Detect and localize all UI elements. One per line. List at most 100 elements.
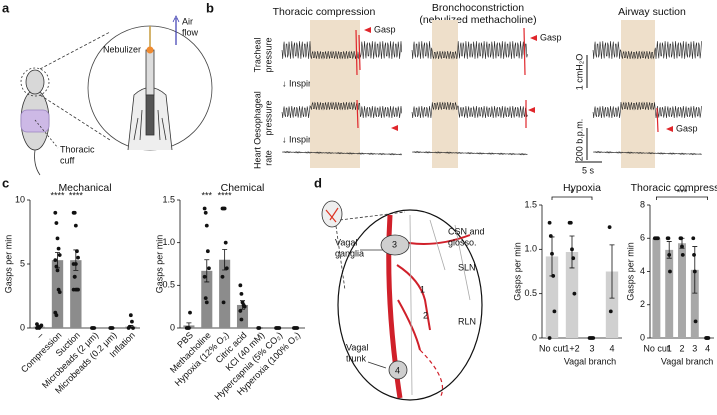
x-tick-label: 1+2 (564, 343, 579, 353)
data-point (571, 256, 576, 261)
label: glosso. (448, 237, 477, 247)
data-point (693, 319, 698, 324)
bar (665, 249, 674, 338)
y-tick-label: 10 (15, 194, 25, 204)
data-point (55, 268, 60, 273)
data-point (691, 236, 696, 241)
panel-label: d (314, 175, 322, 190)
trace (281, 101, 402, 119)
data-point (572, 291, 577, 296)
data-point (202, 206, 207, 211)
data-point (72, 210, 77, 215)
column-title: Bronchoconstriction (432, 2, 524, 14)
ganglion (380, 234, 410, 256)
data-point (277, 326, 282, 330)
y-tick-label: 1.5 (524, 199, 537, 209)
stimulus-window (432, 20, 458, 168)
data-point (667, 252, 672, 257)
trace (281, 41, 402, 60)
y-tick-label: 6 (640, 233, 645, 243)
x-tick-label: 4 (705, 343, 710, 353)
data-point (127, 324, 132, 329)
data-point (547, 220, 552, 225)
significance: *** (202, 190, 213, 200)
vagus-diagram (321, 200, 483, 401)
bar (70, 260, 82, 328)
branch-number: 3 (392, 239, 397, 249)
y-tick-label: 0 (20, 322, 25, 332)
data-point (204, 223, 209, 228)
data-point (548, 234, 553, 238)
data-point (656, 236, 660, 241)
zoom-ellipse (337, 209, 483, 401)
significance: **** (50, 190, 65, 200)
chart-title: Mechanical (58, 182, 111, 194)
panel-label: c (2, 175, 9, 190)
row-label: pressure (263, 100, 273, 135)
arrow-head (172, 15, 180, 23)
label: cuff (60, 155, 75, 165)
data-point (203, 210, 208, 215)
panel-label: a (2, 0, 10, 15)
nebulizer-dot (146, 46, 154, 54)
panel-label: b (206, 0, 214, 15)
data-point (57, 290, 62, 295)
data-point (72, 274, 77, 279)
stimulus-window (621, 20, 655, 168)
inspiratory-label: ↓ Inspiratory (282, 134, 332, 144)
data-point (550, 251, 554, 256)
data-point (668, 269, 672, 274)
trace (592, 41, 702, 60)
error-bar (609, 244, 615, 299)
data-point (110, 326, 115, 330)
data-point (202, 274, 207, 279)
significance: **** (218, 190, 233, 200)
label: CSN and (448, 226, 485, 236)
column-title: Thoracic compression (273, 6, 376, 18)
data-point (295, 326, 300, 330)
chart-title: Chemical (221, 182, 265, 194)
significance: * (570, 187, 574, 197)
label: Vagal (335, 237, 357, 247)
bar (605, 271, 619, 338)
y-tick-label: 0 (170, 322, 175, 332)
row-label: pressure (263, 37, 273, 72)
x-axis-label: Vagal branch (564, 356, 616, 366)
label: Air (182, 16, 193, 26)
inspiratory-label: ↓ Inspiratory (282, 78, 332, 88)
data-point (54, 264, 59, 269)
branch-number: 4 (395, 365, 400, 375)
x-tick-label: No cut (539, 343, 566, 353)
trace (411, 150, 528, 156)
y-axis-label: Gasps per min (154, 235, 164, 294)
trunk-node (388, 360, 408, 380)
data-point (552, 309, 557, 314)
trace (411, 41, 528, 60)
data-point (680, 244, 684, 249)
row-label: Oesophageal (252, 91, 262, 145)
mouse-drawing (20, 15, 213, 176)
bar (219, 259, 231, 328)
data-point (128, 313, 133, 318)
data-point (239, 291, 244, 296)
data-point (607, 225, 612, 230)
branch-number: 2 (423, 310, 428, 320)
mini-mouse (321, 200, 343, 228)
branch-number: 1 (420, 284, 425, 294)
data-point (220, 274, 225, 279)
head (25, 69, 45, 95)
data-point (56, 246, 61, 251)
trace (281, 150, 402, 156)
data-point (205, 249, 210, 254)
scale-label: 200 b.p.m. (574, 119, 584, 162)
y-axis-label: Gasps per min (625, 242, 635, 301)
zoom-line (39, 94, 111, 141)
y-tick-label: 5 (20, 258, 25, 268)
data-point (188, 310, 192, 315)
mini-nerve (325, 207, 339, 223)
data-point (131, 326, 135, 330)
gasp-label: Gasp (374, 24, 396, 34)
data-point (73, 223, 78, 228)
x-tick-label: – (35, 330, 46, 341)
data-point (187, 326, 191, 330)
